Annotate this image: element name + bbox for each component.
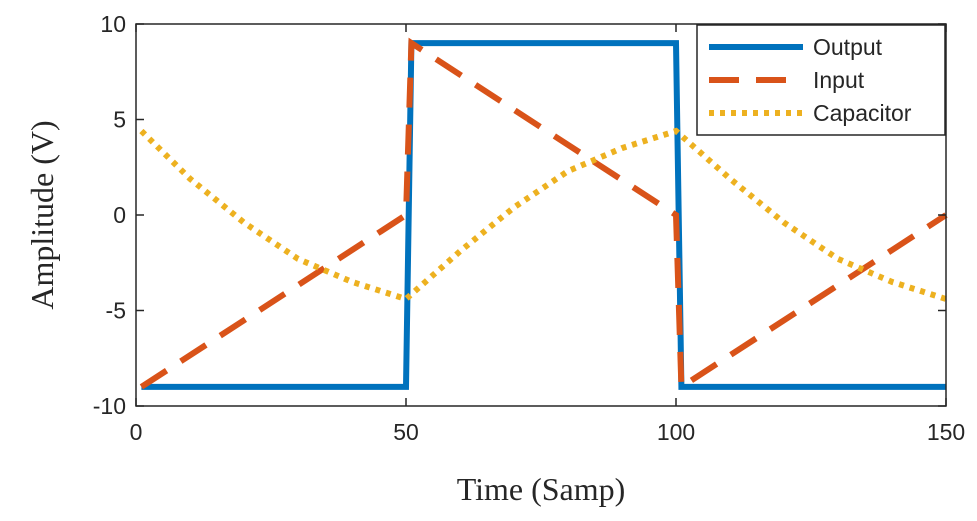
- x-tick-label: 0: [130, 419, 143, 445]
- series-lines: [139, 37, 948, 393]
- legend-label-output: Output: [813, 34, 883, 60]
- x-tick-label: 50: [393, 419, 419, 445]
- x-axis-title: Time (Samp): [457, 471, 626, 507]
- y-tick-label: 5: [113, 107, 126, 133]
- legend: Output Input Capacitor: [696, 24, 946, 136]
- axis-ticks: [135, 23, 947, 407]
- legend-label-input: Input: [813, 67, 865, 93]
- x-tick-label: 100: [657, 419, 695, 445]
- series-line-output: [141, 40, 946, 390]
- series-line-capacitor: [139, 127, 947, 303]
- y-tick-label: 10: [100, 11, 126, 37]
- y-tick-label: -10: [93, 393, 126, 419]
- y-tick-label: 0: [113, 202, 126, 228]
- y-tick-label: -5: [106, 298, 126, 324]
- tick-labels: 0 50 100 150 -10 -5 0 5 10: [93, 11, 965, 445]
- y-axis-title: Amplitude (V): [24, 120, 60, 309]
- x-tick-label: 150: [927, 419, 965, 445]
- legend-label-capacitor: Capacitor: [813, 100, 912, 126]
- series-line-input: [139, 37, 948, 393]
